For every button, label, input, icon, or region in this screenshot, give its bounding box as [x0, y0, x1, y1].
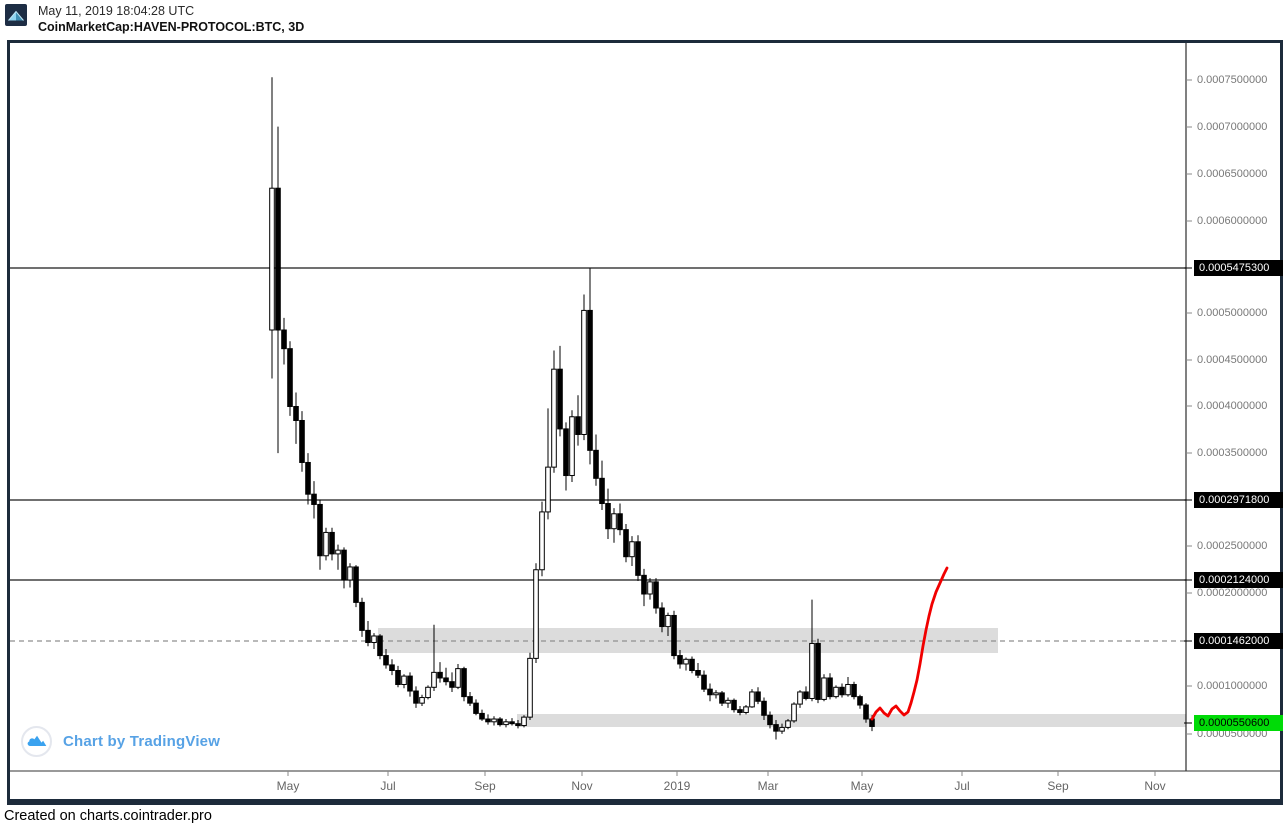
time-tick-label: Jul: [380, 779, 396, 793]
tradingview-attribution-label: Chart by TradingView: [63, 733, 221, 750]
price-tick-label: 0.0004500000: [1197, 354, 1268, 366]
price-tick-label: 0.0000500000: [1197, 728, 1268, 740]
level-price-label: 0.0005475300: [1194, 260, 1283, 276]
price-tick-label: 0.0007500000: [1197, 74, 1268, 86]
time-tick-label: Sep: [474, 779, 496, 793]
time-tick-label: Nov: [1144, 779, 1166, 793]
cointrader-logo-icon: [5, 4, 27, 26]
chart-timestamp: May 11, 2019 18:04:28 UTC: [38, 4, 195, 18]
chart-symbol-title: CoinMarketCap:HAVEN-PROTOCOL:BTC, 3D: [38, 20, 305, 34]
tradingview-attribution[interactable]: Chart by TradingView: [21, 726, 220, 757]
level-price-label: 0.0002124000: [1194, 572, 1283, 588]
price-tick-label: 0.0002000000: [1197, 587, 1268, 599]
time-tick-label: Mar: [757, 779, 779, 793]
price-tick-label: 0.0005000000: [1197, 307, 1268, 319]
tradingview-logo-icon: [21, 726, 52, 757]
price-tick-label: 0.0003500000: [1197, 447, 1268, 459]
price-tick-label: 0.0006000000: [1197, 215, 1268, 227]
chart-frame: [7, 40, 1283, 805]
time-tick-label: Nov: [571, 779, 593, 793]
time-tick-label: May: [850, 779, 874, 793]
level-price-label: 0.0001462000: [1194, 633, 1283, 649]
price-tick-label: 0.0001000000: [1197, 680, 1268, 692]
price-tick-label: 0.0002500000: [1197, 540, 1268, 552]
price-tick-label: 0.0004000000: [1197, 400, 1268, 412]
time-tick-label: Jul: [954, 779, 970, 793]
time-tick-label: Sep: [1047, 779, 1069, 793]
time-tick-label: 2019: [663, 779, 691, 793]
last-price-label: 0.0000550600: [1194, 715, 1283, 731]
price-tick-label: 0.0006500000: [1197, 168, 1268, 180]
time-tick-label: May: [276, 779, 300, 793]
footer-credit: Created on charts.cointrader.pro: [4, 808, 212, 824]
price-tick-label: 0.0007000000: [1197, 121, 1268, 133]
level-price-label: 0.0002971800: [1194, 492, 1283, 508]
